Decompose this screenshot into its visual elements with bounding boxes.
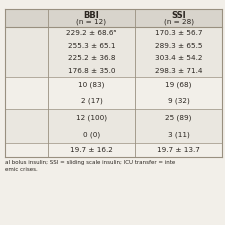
- Text: (n = 28): (n = 28): [164, 19, 194, 25]
- Text: 9 (32): 9 (32): [168, 98, 189, 104]
- Text: al bolus insulin; SSI = sliding scale insulin; ICU transfer = inte: al bolus insulin; SSI = sliding scale in…: [5, 160, 175, 165]
- Text: 3 (11): 3 (11): [168, 131, 189, 138]
- Text: 10 (83): 10 (83): [78, 82, 105, 88]
- Text: 229.2 ± 68.6ᵃ: 229.2 ± 68.6ᵃ: [66, 30, 117, 36]
- Text: 19 (68): 19 (68): [165, 82, 192, 88]
- Text: SSI: SSI: [171, 11, 186, 20]
- Text: 2 (17): 2 (17): [81, 98, 102, 104]
- Text: 170.3 ± 56.7: 170.3 ± 56.7: [155, 30, 202, 36]
- Text: 25 (89): 25 (89): [165, 114, 192, 121]
- Text: 298.3 ± 71.4: 298.3 ± 71.4: [155, 68, 202, 74]
- Text: 289.3 ± 65.5: 289.3 ± 65.5: [155, 43, 202, 49]
- Bar: [5, 9, 222, 27]
- Bar: [5, 109, 222, 143]
- Text: 0 (0): 0 (0): [83, 131, 100, 138]
- Text: 225.2 ± 36.8: 225.2 ± 36.8: [68, 55, 115, 61]
- Text: 303.4 ± 54.2: 303.4 ± 54.2: [155, 55, 202, 61]
- Bar: [5, 27, 222, 77]
- Text: (n = 12): (n = 12): [76, 19, 106, 25]
- Text: 12 (100): 12 (100): [76, 114, 107, 121]
- Text: 176.8 ± 35.0: 176.8 ± 35.0: [68, 68, 115, 74]
- Text: 255.3 ± 65.1: 255.3 ± 65.1: [68, 43, 115, 49]
- Bar: [5, 77, 222, 109]
- Text: emic crises.: emic crises.: [5, 167, 38, 172]
- Text: BBI: BBI: [84, 11, 99, 20]
- Text: 19.7 ± 16.2: 19.7 ± 16.2: [70, 147, 113, 153]
- Text: 19.7 ± 13.7: 19.7 ± 13.7: [157, 147, 200, 153]
- Bar: [5, 143, 222, 157]
